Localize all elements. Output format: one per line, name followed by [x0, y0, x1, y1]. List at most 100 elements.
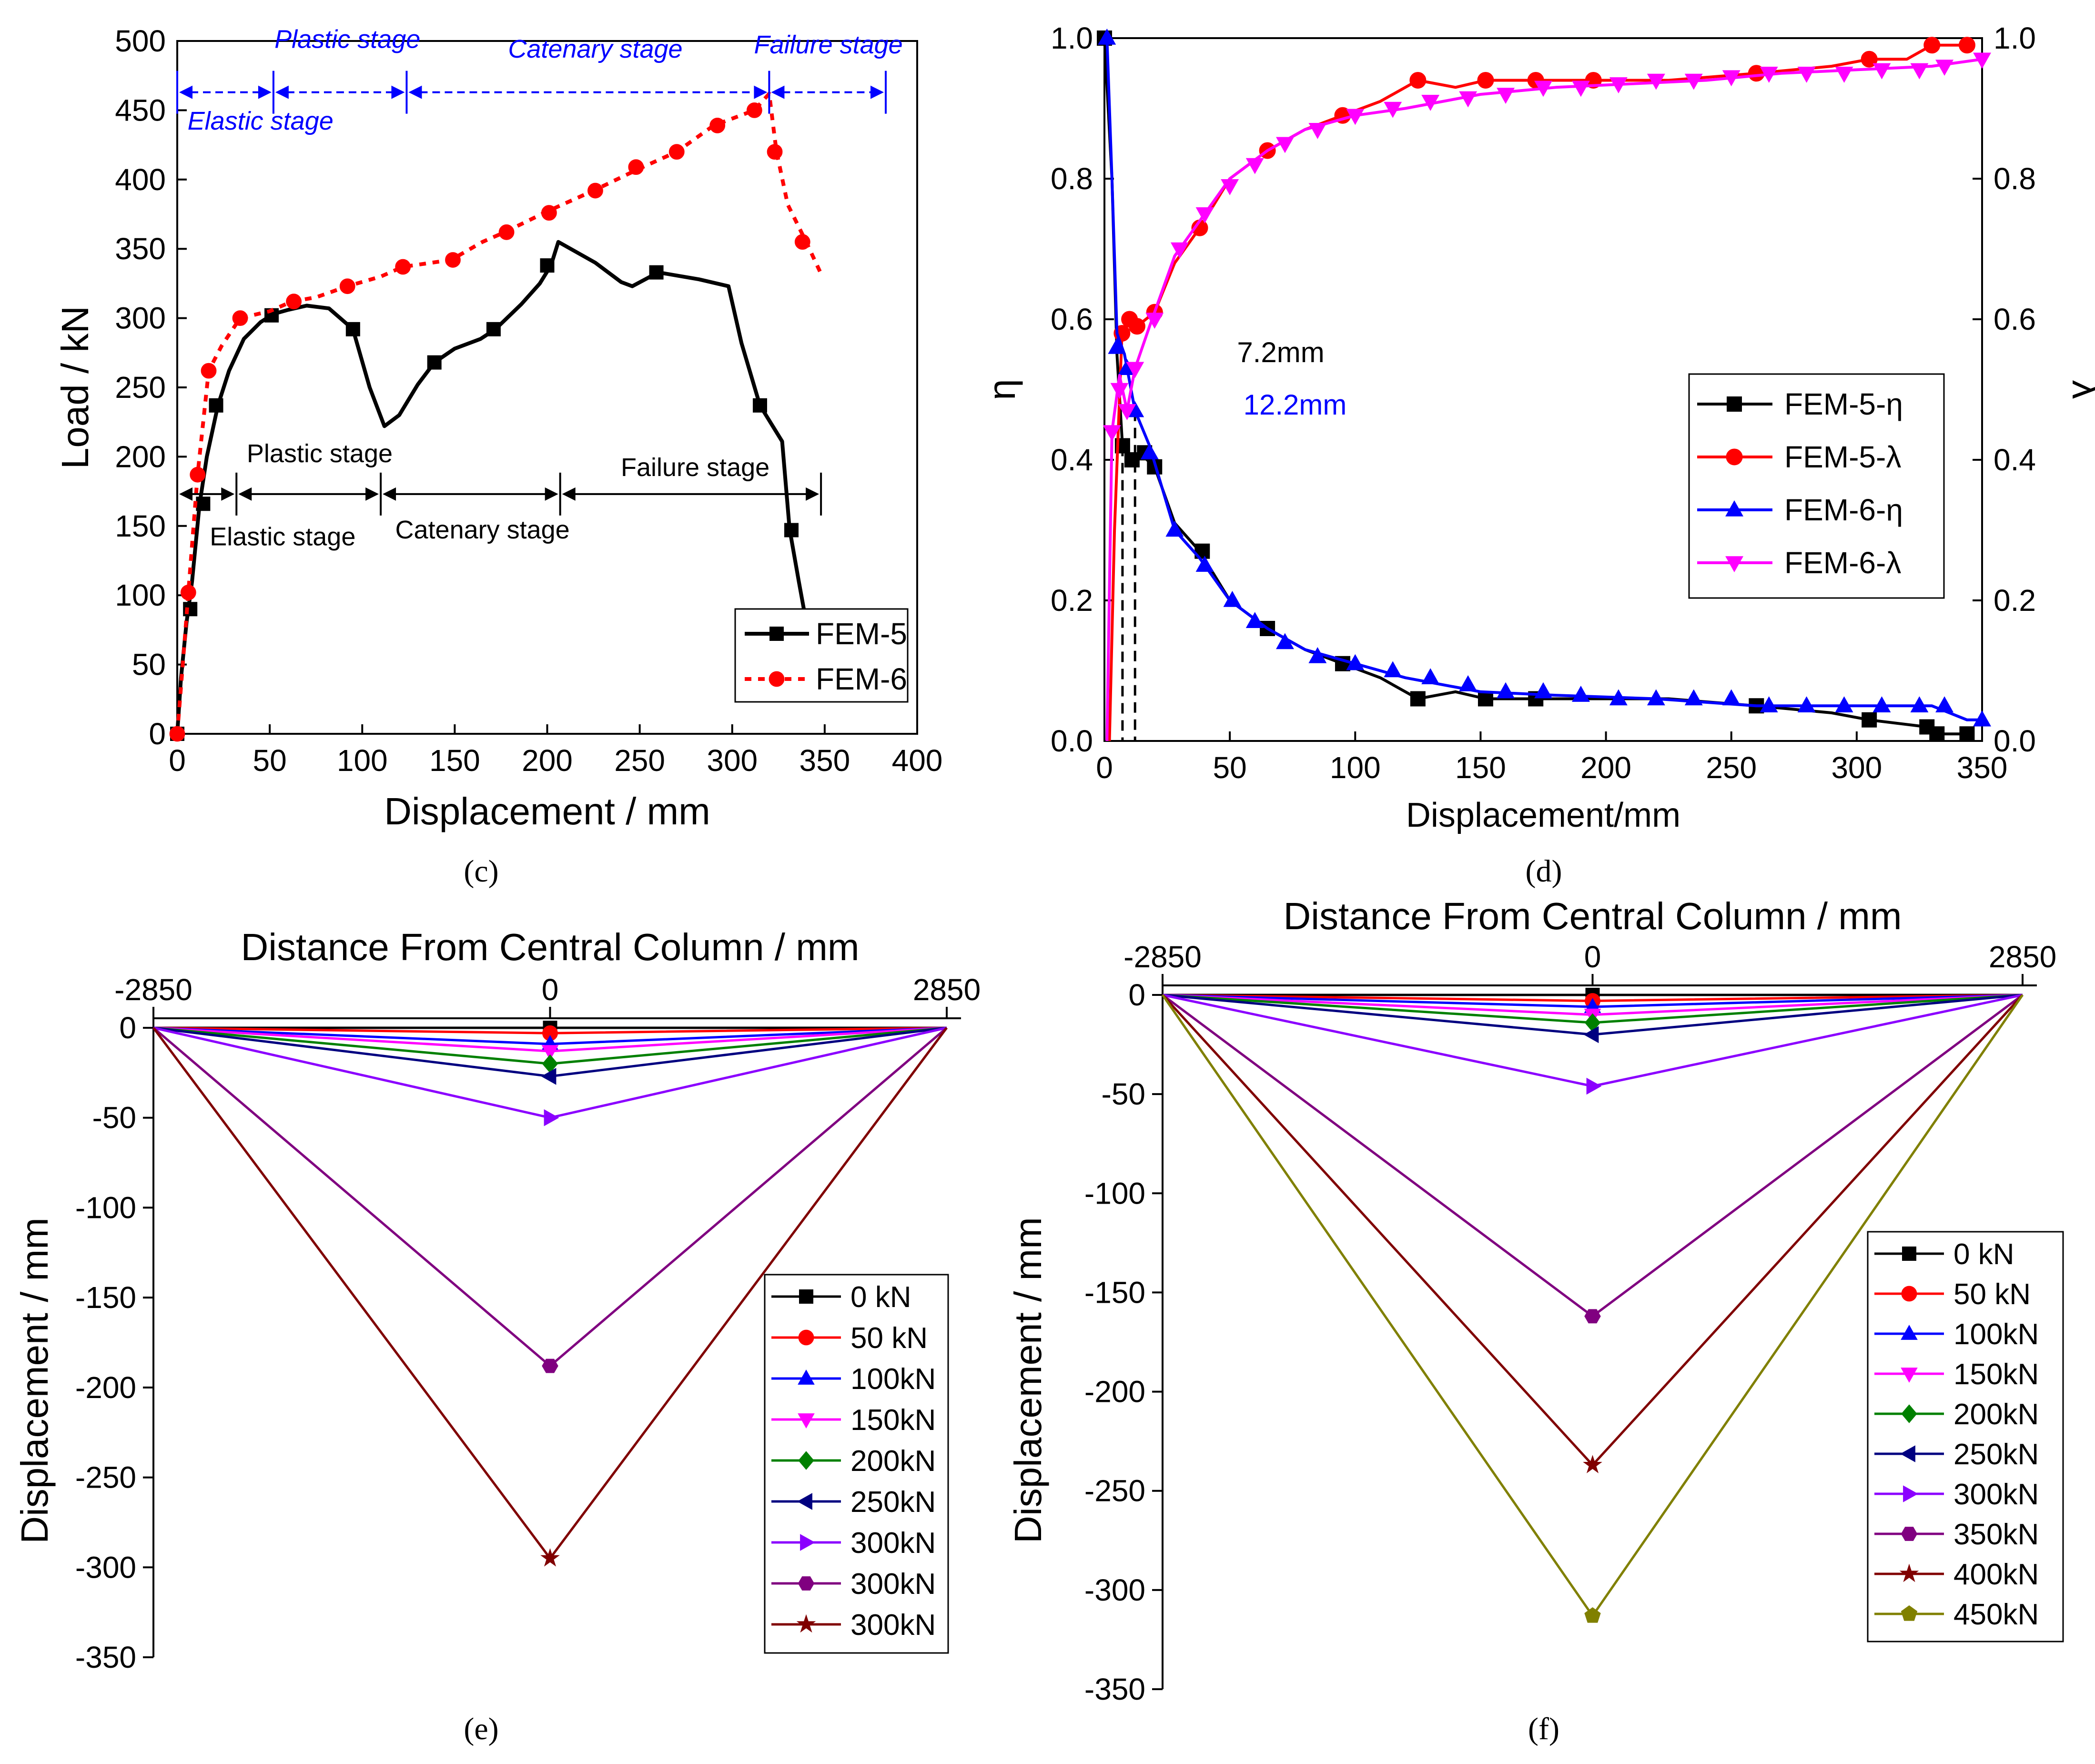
- data-point: [709, 117, 726, 133]
- legend-marker: [798, 1413, 815, 1429]
- plot-frame: [1103, 37, 1983, 742]
- arrow-head: [545, 487, 558, 501]
- y-tick-label: 500: [115, 24, 166, 58]
- stage-label: Elastic stage: [210, 523, 355, 551]
- data-point: [1497, 88, 1515, 104]
- y-tick-label: 0.0: [1051, 724, 1093, 758]
- data-point: [1459, 675, 1478, 691]
- legend-marker: [1901, 1404, 1917, 1423]
- data-point: [1684, 73, 1703, 90]
- data-point: [1609, 689, 1628, 706]
- data-point: [1245, 158, 1264, 174]
- data-point: [1275, 137, 1294, 153]
- data-point: [587, 182, 603, 199]
- annotation-7-2mm: 7.2mm: [1237, 336, 1324, 368]
- data-point: [169, 726, 185, 742]
- data-point: [1477, 72, 1494, 89]
- legend-label: 150kN: [850, 1404, 936, 1437]
- data-point: [1760, 696, 1778, 712]
- data-point: [445, 252, 461, 268]
- data-point: [784, 523, 799, 537]
- arrow-head: [179, 85, 192, 99]
- legend: FEM-5-η FEM-5-λ FEM-6-η FEM-6-λ: [1688, 373, 1945, 599]
- series-6: [1162, 994, 2023, 1095]
- legend-label: 300kN: [850, 1609, 936, 1642]
- legend-label: 200kN: [1953, 1398, 2039, 1431]
- arrow-head: [179, 487, 192, 501]
- series-FEM-6: [169, 91, 823, 742]
- data-point: [1128, 318, 1145, 335]
- legend-marker: [798, 1369, 815, 1385]
- y-tick-label: 1.0: [1051, 21, 1093, 55]
- legend-label: FEM-5-λ: [1784, 440, 1901, 474]
- data-point: [1126, 362, 1144, 378]
- legend-label: 250kN: [850, 1486, 936, 1519]
- data-point: [1959, 726, 1975, 742]
- legend-label: FEM-6-λ: [1784, 546, 1901, 580]
- data-point: [1647, 73, 1665, 90]
- y-tick-label: -200: [1084, 1375, 1145, 1409]
- stage-label: Failure stage: [621, 453, 769, 482]
- data-point: [1929, 726, 1945, 742]
- data-point: [1459, 91, 1478, 108]
- x-tick-label: 200: [1580, 750, 1631, 785]
- data-point: [1497, 682, 1515, 699]
- legend-marker: [799, 1289, 813, 1304]
- chart-e: -2850 0 2850 0 -50 -100 -150 -200 -250 -300 -350 Di…: [13, 926, 981, 1746]
- data-point: [1797, 67, 1816, 83]
- y-right-tick-label: 0.8: [1994, 162, 2036, 196]
- data-point: [427, 355, 442, 370]
- data-point: [1534, 682, 1553, 699]
- arrow-head: [870, 85, 884, 99]
- y-tick-label: -250: [75, 1460, 136, 1495]
- arrow-head: [408, 85, 422, 99]
- data-point: [1923, 37, 1941, 54]
- y-tick-label: -350: [75, 1640, 136, 1674]
- arrow-head: [771, 85, 785, 99]
- x-axis-title: Distance From Central Column / mm: [241, 926, 859, 968]
- x-tick-label: 400: [892, 743, 943, 778]
- data-point: [395, 259, 411, 275]
- legend-marker: [1902, 1247, 1916, 1261]
- arrow-head: [221, 487, 235, 501]
- chart-c: 0 50 100 150 200 250 300 350 400 0 50 100 150 200 250 3…: [54, 24, 942, 889]
- data-point: [649, 265, 664, 280]
- x-axis-title: Distance From Central Column / mm: [1283, 895, 1902, 937]
- x-axis-title: Displacement/mm: [1406, 796, 1680, 834]
- data-point: [1346, 109, 1365, 125]
- legend-label: 100kN: [850, 1363, 936, 1396]
- data-point: [1872, 696, 1891, 712]
- series-4: [1162, 994, 2023, 1033]
- x-tick-label: -2850: [1123, 940, 1202, 974]
- y-tick-label: 450: [115, 93, 166, 127]
- y-tick-label: 0: [119, 1011, 136, 1045]
- x-tick-label: 350: [1957, 750, 2008, 785]
- data-point: [1835, 696, 1853, 712]
- y-right-tick-label: 1.0: [1994, 21, 2036, 55]
- y-tick-label: -100: [75, 1190, 136, 1225]
- data-point: [1195, 556, 1214, 572]
- data-point: [486, 322, 501, 336]
- legend-label: 300kN: [850, 1568, 936, 1601]
- data-point: [668, 144, 685, 160]
- y-right-tick-label: 0.2: [1994, 583, 2036, 618]
- data-point: [1421, 668, 1440, 684]
- y-tick-label: 350: [115, 232, 166, 266]
- y-tick-label: 200: [115, 439, 166, 474]
- data-point: [1609, 77, 1628, 93]
- y-right-tick-label: 0.0: [1994, 724, 2036, 758]
- legend-label: 450kN: [1953, 1598, 2039, 1631]
- data-point: [1684, 689, 1703, 706]
- data-point: [1195, 207, 1214, 223]
- data-point: [794, 234, 810, 250]
- legend-label: FEM-5: [816, 617, 907, 651]
- data-point: [540, 1548, 560, 1567]
- legend-marker: [1901, 1325, 1918, 1340]
- legend-marker: [798, 1329, 814, 1346]
- legend: 0 kN 50 kN 100kN 150kN 200kN 250kN 300kN 350kN 4…: [1867, 1231, 2064, 1642]
- data-point: [180, 584, 196, 600]
- data-point: [1760, 67, 1778, 83]
- data-point: [1103, 425, 1121, 442]
- y-tick-label: -50: [1102, 1077, 1146, 1111]
- series-8: [152, 1027, 948, 1567]
